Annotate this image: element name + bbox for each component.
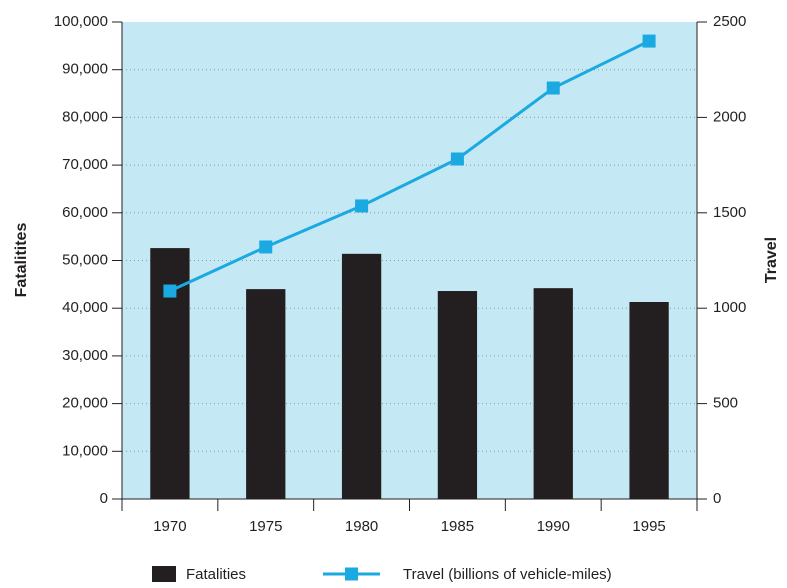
y-tick-label: 70,000: [62, 156, 108, 173]
y-tick-label: 50,000: [62, 251, 108, 268]
marker: [163, 284, 177, 298]
legend-swatch: [152, 566, 176, 582]
x-tick-label: 1985: [441, 518, 474, 535]
bar: [629, 301, 669, 499]
bar: [533, 288, 573, 499]
y-tick-label: 40,000: [62, 299, 108, 316]
y2-tick-label: 2500: [713, 13, 746, 30]
y2-tick-label: 2000: [713, 108, 746, 125]
y-tick-label: 0: [100, 490, 108, 507]
x-tick-label: 1990: [537, 518, 570, 535]
y-tick-label: 100,000: [54, 13, 108, 30]
bar: [246, 289, 286, 499]
x-tick-label: 1970: [153, 518, 186, 535]
marker: [259, 240, 273, 254]
y2-axis-label: Travel: [763, 237, 780, 283]
y-tick-label: 10,000: [62, 442, 108, 459]
marker: [546, 81, 560, 95]
y2-tick-label: 0: [713, 490, 721, 507]
bar: [437, 291, 478, 499]
marker: [355, 199, 369, 213]
marker: [642, 34, 656, 48]
y2-tick-label: 1000: [713, 299, 746, 316]
line: [169, 39, 650, 293]
plot-area: [122, 22, 697, 499]
y-tick-label: 60,000: [62, 204, 108, 221]
y2-tick-label: 1500: [713, 204, 746, 221]
x-tick-label: 1995: [632, 518, 665, 535]
legend-label: Fatalities: [186, 566, 246, 583]
x-tick-label: 1980: [345, 518, 378, 535]
x-tick-label: 1975: [249, 518, 282, 535]
y-tick-label: 20,000: [62, 395, 108, 412]
y2-tick-label: 500: [713, 395, 738, 412]
y-tick-label: 80,000: [62, 108, 108, 125]
bar: [341, 253, 382, 499]
marker: [450, 152, 464, 166]
legend-label: Travel (billions of vehicle-miles): [403, 566, 612, 583]
legend-marker: [345, 567, 358, 581]
y-tick-label: 30,000: [62, 347, 108, 364]
y-axis-label: Fatalitites: [13, 223, 30, 298]
y-tick-label: 90,000: [62, 61, 108, 78]
